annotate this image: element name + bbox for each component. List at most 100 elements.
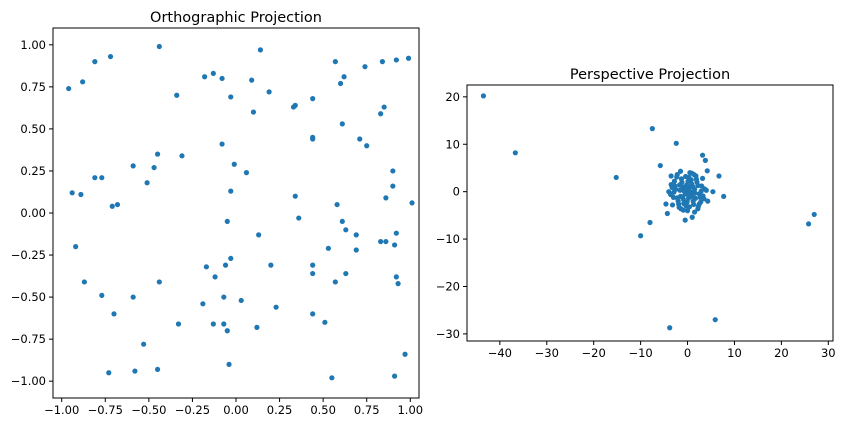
data-point — [392, 242, 398, 248]
data-point — [156, 279, 162, 285]
data-point — [512, 150, 518, 156]
data-point — [679, 194, 685, 200]
data-point — [292, 102, 298, 108]
y-tick-label: −1.00 — [11, 374, 46, 388]
data-point — [684, 199, 690, 205]
data-point — [677, 168, 684, 174]
y-tick-label: 1.00 — [20, 38, 46, 52]
data-point — [685, 178, 691, 184]
data-point — [200, 301, 206, 307]
data-point — [174, 92, 180, 98]
data-point — [339, 218, 345, 225]
data-point — [692, 195, 699, 201]
data-point — [693, 176, 700, 182]
x-tick-label: 0.50 — [310, 403, 336, 417]
data-point — [175, 321, 182, 327]
x-tick-label: 0.25 — [267, 403, 293, 417]
data-point — [296, 215, 302, 221]
data-point — [141, 341, 147, 347]
data-point — [690, 183, 696, 190]
y-tick-label: −10 — [436, 232, 460, 246]
x-tick-label: −40 — [488, 346, 512, 360]
data-point — [228, 94, 234, 100]
data-point — [80, 79, 86, 85]
data-point — [357, 136, 363, 142]
data-point — [310, 96, 316, 102]
data-point — [250, 109, 257, 115]
data-point — [202, 74, 208, 80]
data-points — [480, 93, 817, 331]
data-point — [210, 70, 216, 77]
data-point — [266, 89, 272, 95]
data-point — [409, 200, 415, 206]
chart-title: Orthographic Projection — [150, 10, 322, 26]
data-point — [268, 262, 274, 268]
y-tick-label: 0.50 — [20, 122, 46, 136]
data-point — [310, 270, 316, 277]
x-tick-label: 0.75 — [354, 403, 380, 417]
plot-frame — [466, 84, 834, 342]
data-point — [231, 161, 237, 167]
data-point — [649, 126, 655, 132]
data-point — [109, 203, 115, 209]
x-tick-label: 30 — [821, 346, 836, 360]
data-point — [154, 151, 161, 157]
x-tick-label: −10 — [628, 346, 652, 360]
data-point — [698, 188, 704, 194]
x-tick-label: −0.50 — [131, 403, 166, 417]
data-point — [390, 168, 396, 174]
data-point — [69, 190, 75, 196]
data-point — [221, 321, 227, 327]
x-axis: −1.00 −0.75 −0.50 −0.25 0.00 0.25 0.50 0.75 1.00 — [44, 398, 423, 417]
data-point — [378, 111, 384, 117]
data-point — [343, 227, 349, 233]
data-point — [676, 182, 683, 188]
y-tick-label: 0.00 — [20, 206, 46, 220]
data-point — [806, 221, 812, 227]
data-point — [362, 64, 368, 70]
data-point — [332, 59, 338, 65]
data-point — [257, 47, 263, 53]
data-point — [292, 193, 298, 199]
x-tick-label: −0.25 — [175, 403, 210, 417]
x-tick-label: 20 — [774, 346, 789, 360]
data-point — [378, 238, 384, 245]
data-point — [337, 80, 344, 87]
data-point — [203, 264, 209, 270]
data-point — [99, 175, 105, 181]
data-point — [395, 281, 401, 287]
data-point — [73, 244, 79, 250]
data-point — [700, 193, 706, 199]
data-point — [683, 173, 689, 180]
data-point — [254, 324, 260, 330]
data-point — [647, 219, 653, 226]
data-point — [393, 274, 399, 280]
data-point — [699, 152, 706, 158]
data-point — [691, 201, 697, 208]
y-axis: −1.00 −0.75 −0.50 −0.25 0.00 0.25 0.50 0.75 1.00 — [11, 38, 53, 388]
data-point — [402, 351, 408, 357]
y-tick-label: −0.75 — [11, 332, 46, 346]
data-point — [130, 163, 136, 169]
perspective-projection-chart: Perspective Projection −40 −30 −20 −10 0 10 20… — [436, 67, 836, 360]
data-point — [334, 201, 340, 208]
x-tick-label: 0.00 — [223, 403, 249, 417]
data-point — [144, 180, 150, 186]
data-point — [322, 319, 328, 325]
data-point — [674, 174, 680, 180]
data-point — [692, 190, 698, 196]
data-point — [310, 262, 316, 268]
data-point — [106, 370, 112, 376]
data-point — [78, 191, 84, 198]
data-point — [339, 121, 345, 127]
data-point — [66, 85, 72, 92]
x-tick-label: 1.00 — [397, 403, 423, 417]
data-point — [671, 189, 677, 195]
data-point — [379, 59, 385, 65]
data-point — [393, 57, 399, 63]
data-point — [704, 168, 710, 174]
data-point — [678, 176, 685, 182]
y-tick-label: −30 — [436, 327, 460, 341]
data-point — [689, 214, 695, 220]
